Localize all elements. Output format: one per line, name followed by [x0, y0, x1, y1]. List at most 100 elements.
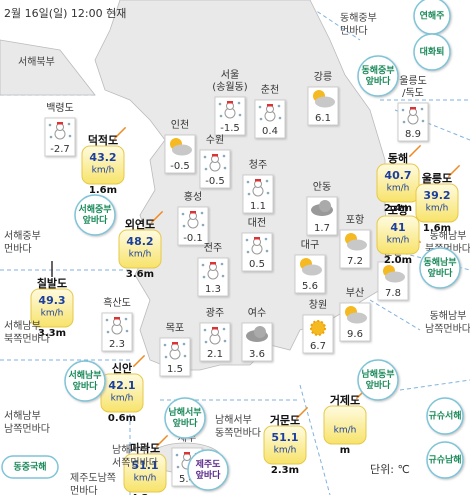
city-name: 부산: [346, 287, 364, 299]
sea-area-label: 북쪽먼바다: [4, 333, 50, 345]
icon-part: [171, 343, 179, 351]
station-name: 거문도: [270, 413, 300, 427]
icon-part: [222, 154, 226, 158]
temperature: -2.7: [50, 144, 70, 155]
weather-icon: [170, 138, 192, 156]
station-name: 동해: [388, 151, 408, 165]
weather-icon: [345, 306, 367, 324]
icon-part: [319, 200, 331, 212]
icon-part: [221, 274, 225, 278]
icon-part: [409, 108, 417, 116]
button-label: 앞바다: [366, 75, 392, 87]
weather-icon: [218, 101, 242, 119]
station-box: [376, 215, 420, 255]
temperature: 1.3: [205, 284, 221, 295]
sea-button[interactable]: 연해주: [413, 0, 451, 35]
wind-arrow: [408, 144, 422, 158]
city-name: 울릉도: [399, 75, 427, 87]
icon-part: [209, 263, 217, 271]
station-name: 포항: [388, 203, 408, 217]
icon-part: [315, 96, 335, 108]
sea-area-label: 제주도남쪽: [70, 472, 116, 484]
button-shape: [187, 449, 229, 491]
icon-part: [237, 101, 241, 105]
wave-height: 4.2m: [131, 493, 159, 495]
wind-speed: 51.1: [271, 431, 298, 444]
icon-part: [211, 155, 219, 163]
wind-arrow: [155, 434, 169, 448]
icon-part: [245, 238, 249, 242]
icon-part: [204, 340, 208, 344]
button-shape: [419, 247, 461, 289]
weather-icon: [310, 320, 326, 336]
sea-button[interactable]: 대화퇴: [413, 33, 451, 71]
icon-part: [385, 271, 405, 283]
icon-part: [184, 452, 190, 455]
icon-part: [124, 317, 128, 321]
wind-speed: 41: [390, 221, 405, 234]
wind-unit: km/h: [41, 309, 64, 319]
weather-icon: [163, 342, 187, 360]
button-shape: [357, 55, 399, 97]
icon-part: [181, 212, 185, 216]
icon-part: [201, 223, 205, 227]
station-name: 거제도: [330, 393, 360, 407]
icon-part: [347, 239, 367, 251]
station-name: 칠발도: [37, 276, 67, 290]
sea-button[interactable]: 동중국해: [1, 455, 59, 479]
weather-icon: [300, 258, 322, 276]
sea-area-label: 서해북부: [18, 55, 55, 68]
weather-icon: [383, 265, 405, 283]
sea-button[interactable]: 규슈남해: [426, 441, 464, 479]
weather-icon: [345, 233, 367, 251]
sea-area-label: 서해중부: [4, 229, 41, 242]
temperature: 7.2: [347, 256, 363, 267]
button-label: 동중국해: [13, 461, 46, 473]
city-name: 포항: [346, 214, 364, 226]
unit-label: 단위: ℃: [370, 463, 410, 476]
icon-part: [254, 180, 262, 188]
city-name: 강릉: [314, 71, 332, 83]
icon-part: [266, 191, 270, 195]
city-name: 대구: [301, 239, 319, 251]
icon-part: [222, 327, 226, 331]
icon-part: [202, 275, 206, 279]
button-label: 규슈서해: [428, 410, 461, 422]
city-name: 흑산도: [103, 296, 131, 309]
button-shape: [413, 33, 451, 71]
icon-part: [267, 104, 273, 107]
icon-part: [201, 263, 205, 267]
icon-part: [302, 264, 322, 276]
button-label: 서해중부: [78, 203, 111, 215]
icon-part: [247, 192, 251, 196]
sea-button[interactable]: 규슈서해: [426, 397, 464, 435]
icon-part: [183, 354, 187, 358]
temperature: 5.6: [302, 281, 318, 292]
city-name: /독도: [402, 87, 424, 99]
city-name: 홍성: [184, 190, 202, 203]
wind-unit: km/h: [129, 250, 152, 260]
temperature: 1.7: [314, 223, 330, 234]
wave-height: 2.0m: [384, 255, 412, 266]
sea-area-label: 서해남부: [4, 319, 41, 332]
icon-part: [125, 329, 129, 333]
wave-height: 3.6m: [126, 269, 154, 280]
icon-part: [203, 155, 207, 159]
icon-part: [253, 238, 261, 246]
button-label: 대화퇴: [420, 46, 445, 58]
station-box: [323, 405, 367, 445]
button-label: 앞바다: [428, 267, 454, 279]
button-shape: [1, 455, 59, 479]
temperature: 7.8: [385, 288, 401, 299]
icon-part: [421, 119, 425, 123]
wind-unit: km/h: [274, 446, 297, 456]
button-shape: [426, 441, 464, 479]
